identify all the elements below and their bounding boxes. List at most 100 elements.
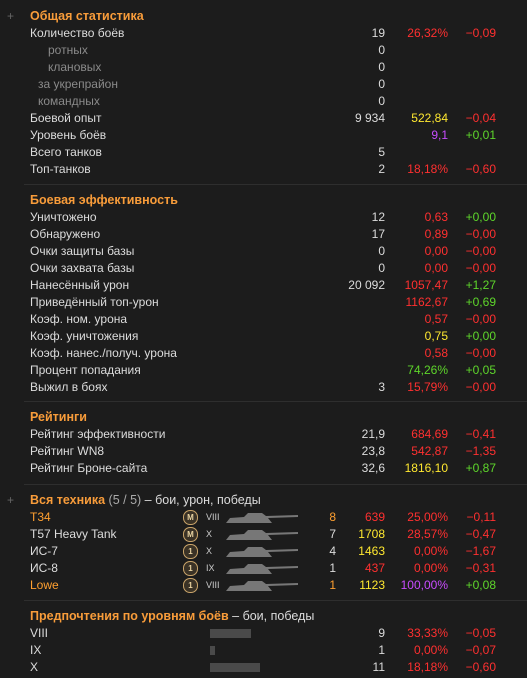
win-rate: 25,00%: [407, 510, 448, 524]
tier: X: [206, 529, 213, 539]
delta: −0,60: [465, 162, 496, 176]
win-rate: 18,18%: [407, 660, 448, 674]
delta: +0,01: [465, 128, 496, 142]
damage: 1708: [358, 527, 385, 541]
per-battle: 0,89: [424, 227, 448, 241]
delta: −0,00: [465, 312, 496, 326]
value: 17: [371, 227, 385, 241]
row-label: Очки захвата базы: [30, 261, 135, 275]
row-label: Процент попадания: [30, 363, 141, 377]
tier-bar: [210, 646, 215, 655]
row-label: Коэф. ном. урона: [30, 312, 128, 326]
damage: 1463: [358, 544, 385, 558]
tank-icon: [226, 513, 298, 523]
section-note: – бои, победы: [228, 609, 315, 623]
tier-label: IX: [30, 643, 42, 657]
vehicle-count: (5 / 5): [105, 493, 142, 507]
per-battle: 18,18%: [407, 162, 448, 176]
tier: VIII: [206, 512, 220, 522]
delta: −0,07: [465, 643, 496, 657]
tank-icon: [226, 564, 298, 574]
mastery-badge: 1: [183, 561, 198, 576]
value: 0: [378, 43, 385, 57]
tank-icon: [226, 530, 298, 540]
row-label: командных: [38, 94, 100, 108]
value: 32,6: [361, 461, 385, 475]
mastery-badge: M: [183, 510, 198, 525]
row-label: Количество боёв: [30, 26, 125, 40]
win-rate: 0,00%: [413, 561, 448, 575]
value: 20 092: [348, 278, 385, 292]
value: 0: [378, 94, 385, 108]
tier: VIII: [206, 580, 220, 590]
per-battle: 15,79%: [407, 380, 448, 394]
row-label: клановых: [48, 60, 102, 74]
delta: −0,11: [466, 510, 496, 524]
win-rate: 0,00%: [413, 643, 448, 657]
tier-bar: [210, 663, 260, 672]
delta: +1,27: [465, 278, 496, 292]
battles: 1: [329, 561, 336, 575]
delta: +0,00: [465, 210, 496, 224]
per-battle: 1057,47: [404, 278, 448, 292]
per-battle: 0,63: [424, 210, 448, 224]
delta: −0,60: [465, 660, 496, 674]
expand-icon: +: [7, 9, 15, 23]
tier: X: [206, 546, 213, 556]
row-label: за укрепрайон: [38, 77, 118, 91]
section-title: Общая статистика: [30, 9, 144, 23]
separator: [24, 484, 527, 485]
section-title: Боевая эффективность: [30, 193, 178, 207]
per-battle: 522,84: [411, 111, 448, 125]
row-label: Топ-танков: [30, 162, 91, 176]
separator: [24, 184, 527, 185]
mastery-badge: 1: [183, 544, 198, 559]
value: 21,9: [361, 427, 385, 441]
delta: +0,87: [465, 461, 496, 475]
win-rate: 0,00%: [413, 544, 448, 558]
delta: +0,08: [465, 578, 496, 592]
mastery-badge: 1: [183, 578, 198, 593]
delta: −0,00: [465, 380, 496, 394]
tier-label: VIII: [30, 626, 49, 640]
battles: 1: [378, 643, 385, 657]
delta: −0,04: [465, 111, 496, 125]
value: 0: [378, 244, 385, 258]
per-battle: 74,26%: [407, 363, 448, 377]
vehicle-name: T57 Heavy Tank: [30, 527, 117, 541]
delta: −0,00: [465, 346, 496, 360]
section-title: Рейтинги: [30, 410, 87, 424]
value: 5: [378, 145, 385, 159]
row-label: Приведённый топ-урон: [30, 295, 159, 309]
per-battle: 0,58: [424, 346, 448, 360]
damage: 639: [364, 510, 385, 524]
per-battle: 1816,10: [404, 461, 448, 475]
delta: −0,47: [465, 527, 496, 541]
per-battle: 9,1: [431, 128, 448, 142]
per-battle: 684,69: [411, 427, 448, 441]
section-note: – бои, урон, победы: [141, 493, 261, 507]
value: 12: [371, 210, 385, 224]
delta: +0,69: [465, 295, 496, 309]
delta: −0,00: [465, 244, 496, 258]
per-battle: 0,75: [424, 329, 448, 343]
separator: [24, 600, 527, 601]
row-label: Боевой опыт: [30, 111, 102, 125]
vehicle-name: Lowe: [30, 578, 59, 592]
battles: 9: [378, 626, 385, 640]
delta: −0,09: [465, 26, 496, 40]
per-battle: 1162,67: [405, 295, 449, 309]
per-battle: 26,32%: [407, 26, 448, 40]
row-label: Нанесённый урон: [30, 278, 130, 292]
vehicle-name: ИС-8: [30, 561, 58, 575]
battles: 7: [329, 527, 336, 541]
mastery-badge: M: [183, 527, 198, 542]
value: 0: [378, 77, 385, 91]
delta: −1,35: [465, 444, 496, 458]
tank-icon: [226, 581, 298, 591]
value: 2: [378, 162, 385, 176]
per-battle: 0,00: [424, 244, 448, 258]
battles: 1: [329, 578, 336, 592]
row-label: Уничтожено: [30, 210, 97, 224]
